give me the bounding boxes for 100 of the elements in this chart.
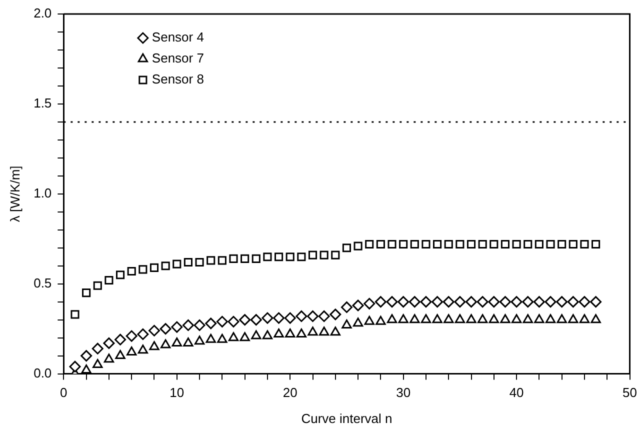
point xyxy=(567,296,579,308)
y-tick-label: 0.5 xyxy=(34,275,52,290)
point xyxy=(376,240,385,249)
point xyxy=(534,240,544,249)
point xyxy=(318,310,330,322)
point xyxy=(420,314,432,324)
point xyxy=(579,314,590,324)
point xyxy=(410,314,420,324)
point xyxy=(399,240,408,249)
point xyxy=(239,314,251,326)
point xyxy=(150,263,159,272)
point xyxy=(116,270,125,280)
point xyxy=(148,324,160,336)
point xyxy=(466,296,478,308)
point xyxy=(297,252,306,262)
point xyxy=(229,254,238,263)
point xyxy=(544,296,556,308)
point xyxy=(126,346,137,356)
point xyxy=(284,312,296,324)
point xyxy=(444,240,453,249)
point xyxy=(422,240,430,249)
x-tick-label: 10 xyxy=(170,385,184,400)
x-tick-label: 30 xyxy=(396,385,411,400)
point xyxy=(556,296,568,308)
point xyxy=(444,314,454,324)
point xyxy=(274,252,284,262)
x-tick-label: 40 xyxy=(509,385,524,400)
point xyxy=(398,296,410,308)
point xyxy=(205,318,217,330)
point xyxy=(330,326,340,336)
point xyxy=(285,328,296,338)
point xyxy=(331,250,340,260)
point xyxy=(149,341,160,350)
point xyxy=(386,314,398,324)
point xyxy=(218,256,226,265)
point xyxy=(340,301,352,313)
point xyxy=(320,250,328,260)
point xyxy=(217,334,228,343)
point xyxy=(590,296,602,308)
x-tick-label: 50 xyxy=(622,385,638,400)
point xyxy=(352,300,364,312)
point xyxy=(478,314,488,324)
point xyxy=(286,252,294,262)
point xyxy=(216,316,228,328)
point xyxy=(592,240,600,249)
point xyxy=(252,254,260,263)
point xyxy=(364,298,376,310)
point xyxy=(137,328,149,340)
point xyxy=(364,316,374,325)
point xyxy=(376,316,386,325)
point xyxy=(172,337,182,346)
point xyxy=(92,359,103,368)
point xyxy=(69,360,81,372)
point xyxy=(522,314,533,324)
point xyxy=(308,250,318,260)
legend-label: Sensor 7 xyxy=(152,50,204,66)
point xyxy=(568,240,578,249)
point xyxy=(578,296,590,308)
point xyxy=(318,326,330,336)
point xyxy=(263,252,272,262)
point xyxy=(408,296,420,308)
point xyxy=(433,240,442,249)
point xyxy=(466,240,476,249)
point xyxy=(398,314,408,324)
point xyxy=(374,296,386,308)
point xyxy=(228,332,239,342)
point xyxy=(568,314,578,324)
x-tick-label: 20 xyxy=(282,385,298,400)
x-axis-title: Curve interval n xyxy=(301,410,392,426)
point xyxy=(138,344,148,354)
point xyxy=(432,296,444,308)
point xyxy=(432,314,442,324)
point xyxy=(171,321,183,333)
point xyxy=(250,314,262,326)
point xyxy=(466,314,476,324)
point xyxy=(454,314,466,324)
point xyxy=(386,296,398,308)
point xyxy=(160,339,171,348)
point xyxy=(160,323,172,335)
point xyxy=(240,254,250,263)
legend-label: Sensor 4 xyxy=(152,30,204,45)
point xyxy=(365,240,374,249)
point xyxy=(93,281,102,290)
point xyxy=(352,318,364,327)
point xyxy=(126,330,138,342)
point xyxy=(556,314,567,324)
point xyxy=(500,240,510,249)
point xyxy=(172,260,182,268)
point xyxy=(70,310,80,319)
point xyxy=(478,240,487,249)
point xyxy=(388,240,396,249)
y-axis-title: λ [W/K/m] xyxy=(7,166,22,222)
point xyxy=(183,337,194,346)
point xyxy=(92,342,104,354)
point xyxy=(127,266,136,276)
point xyxy=(330,308,342,320)
point xyxy=(522,296,534,308)
point xyxy=(420,296,432,308)
point xyxy=(103,337,115,349)
point xyxy=(80,350,92,362)
